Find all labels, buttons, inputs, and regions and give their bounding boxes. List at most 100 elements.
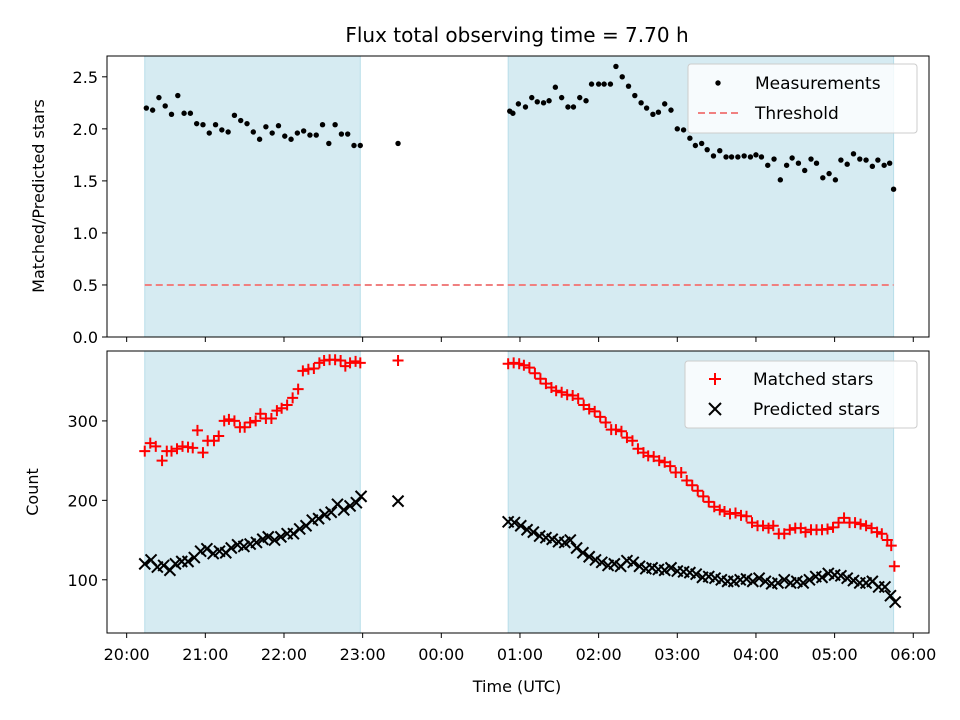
- matched-stars-point: [197, 447, 209, 459]
- x-tick-label: 23:00: [340, 645, 386, 664]
- matched-stars-point: [686, 479, 698, 491]
- measurements-point: [200, 121, 206, 128]
- matched-stars-point: [150, 440, 162, 452]
- measurements-point: [886, 160, 893, 166]
- matched-stars-point: [849, 517, 861, 529]
- matched-stars-point: [855, 518, 867, 530]
- measurements-point: [332, 121, 338, 128]
- matched-stars-point: [729, 507, 741, 519]
- measurements-point: [529, 94, 535, 101]
- matched-stars-point: [648, 451, 660, 463]
- measurements-point: [244, 120, 250, 127]
- measurements-point: [225, 129, 231, 135]
- measurements-point: [771, 156, 777, 162]
- matched-stars-point: [281, 399, 293, 411]
- matched-stars-point: [594, 411, 606, 423]
- predicted-stars-point: [878, 580, 892, 594]
- measurements-point: [789, 155, 795, 161]
- measurements-point: [256, 136, 263, 142]
- predicted-stars-point: [250, 536, 263, 549]
- measurements-point: [238, 117, 244, 124]
- matched-stars-point: [550, 385, 562, 397]
- x-tick-label: 05:00: [812, 645, 858, 664]
- measurements-point: [282, 133, 288, 139]
- measurements-point: [351, 142, 357, 149]
- matched-stars-point: [876, 528, 888, 540]
- measurements-point: [231, 112, 238, 119]
- measurements-point: [723, 154, 729, 160]
- matched-stars-point: [213, 430, 225, 442]
- measurements-point: [802, 167, 808, 174]
- x-tick-label: 02:00: [576, 645, 622, 664]
- matched-stars-point: [692, 485, 704, 497]
- matched-stars-point: [244, 416, 256, 428]
- count-x-ticks: 20:00 21:00 22:00 23:00 00:00 01:00 02:00 03:00…: [104, 633, 936, 664]
- measurements-point: [832, 177, 839, 183]
- measurements-point: [149, 107, 156, 113]
- matched-stars-point: [144, 437, 156, 449]
- matched-stars-point: [866, 522, 878, 534]
- matched-stars-point: [313, 357, 325, 369]
- predicted-stars-point: [514, 519, 527, 532]
- matched-stars-point: [523, 362, 535, 374]
- measurements-point: [875, 157, 881, 163]
- measurements-point: [753, 152, 759, 158]
- measurements-point: [643, 105, 650, 111]
- predicted-stars-point: [771, 576, 785, 590]
- y-tick-label: 1.5: [73, 172, 98, 191]
- legend-predicted-label: Predicted stars: [753, 400, 880, 420]
- matched-stars-point: [335, 355, 347, 367]
- measurements-point: [515, 101, 522, 107]
- measurements-point: [546, 98, 552, 104]
- shaded-window-0: [144, 350, 361, 634]
- predicted-stars-point: [262, 530, 275, 544]
- y-tick-label: 2.0: [73, 120, 98, 139]
- measurements-point: [717, 148, 723, 154]
- measurements-point: [307, 132, 313, 138]
- matched-stars-point: [297, 365, 309, 377]
- matched-stars-point: [600, 416, 612, 428]
- matched-stars-point: [718, 505, 730, 517]
- count-y-label: Count: [23, 468, 42, 516]
- predicted-stars-point: [582, 550, 596, 563]
- measurements-point: [863, 157, 869, 163]
- matched-stars-point: [653, 455, 665, 467]
- predicted-stars-point: [138, 557, 151, 571]
- measurements-point: [655, 109, 662, 115]
- x-tick-label: 21:00: [182, 645, 228, 664]
- matched-stars-point: [529, 367, 541, 379]
- measurements-point: [850, 151, 857, 157]
- matched-stars-point: [239, 421, 251, 433]
- predicted-stars-point: [312, 512, 325, 525]
- matched-stars-point: [746, 517, 758, 529]
- measurements-point: [795, 160, 802, 166]
- measurements-point: [662, 101, 668, 107]
- measurements-point: [741, 153, 747, 159]
- measurements-point: [632, 92, 638, 99]
- matched-stars-point: [265, 413, 277, 425]
- matched-stars-point: [885, 540, 897, 552]
- matched-stars-point: [860, 520, 872, 532]
- matched-stars-point: [827, 521, 839, 533]
- measurements-point: [219, 127, 225, 133]
- ratio-panel: 0.0 0.5 1.0 1.5 2.0 2.5 Flux total observing …: [29, 23, 930, 347]
- predicted-stars-point: [746, 575, 760, 588]
- ratio-x-ticks: [126, 337, 914, 342]
- matched-stars-point: [741, 510, 753, 522]
- count-y-ticks: 100 200 300: [67, 412, 107, 590]
- measurements-point: [869, 163, 876, 170]
- matched-stars-point: [308, 362, 320, 374]
- measurements-point: [650, 111, 656, 117]
- x-tick-label: 01:00: [497, 645, 543, 664]
- matched-stars-point: [171, 443, 183, 455]
- count-legend: Matched stars Predicted stars: [684, 360, 918, 429]
- measurements-point: [193, 120, 200, 127]
- measurements-point: [540, 100, 547, 106]
- x-tick-label: 22:00: [261, 645, 307, 664]
- measurements-point: [250, 129, 257, 135]
- matched-stars-point: [578, 399, 590, 411]
- predicted-stars-point: [293, 522, 306, 536]
- ratio-axes-frame: [106, 55, 930, 338]
- measurements-point: [175, 92, 181, 99]
